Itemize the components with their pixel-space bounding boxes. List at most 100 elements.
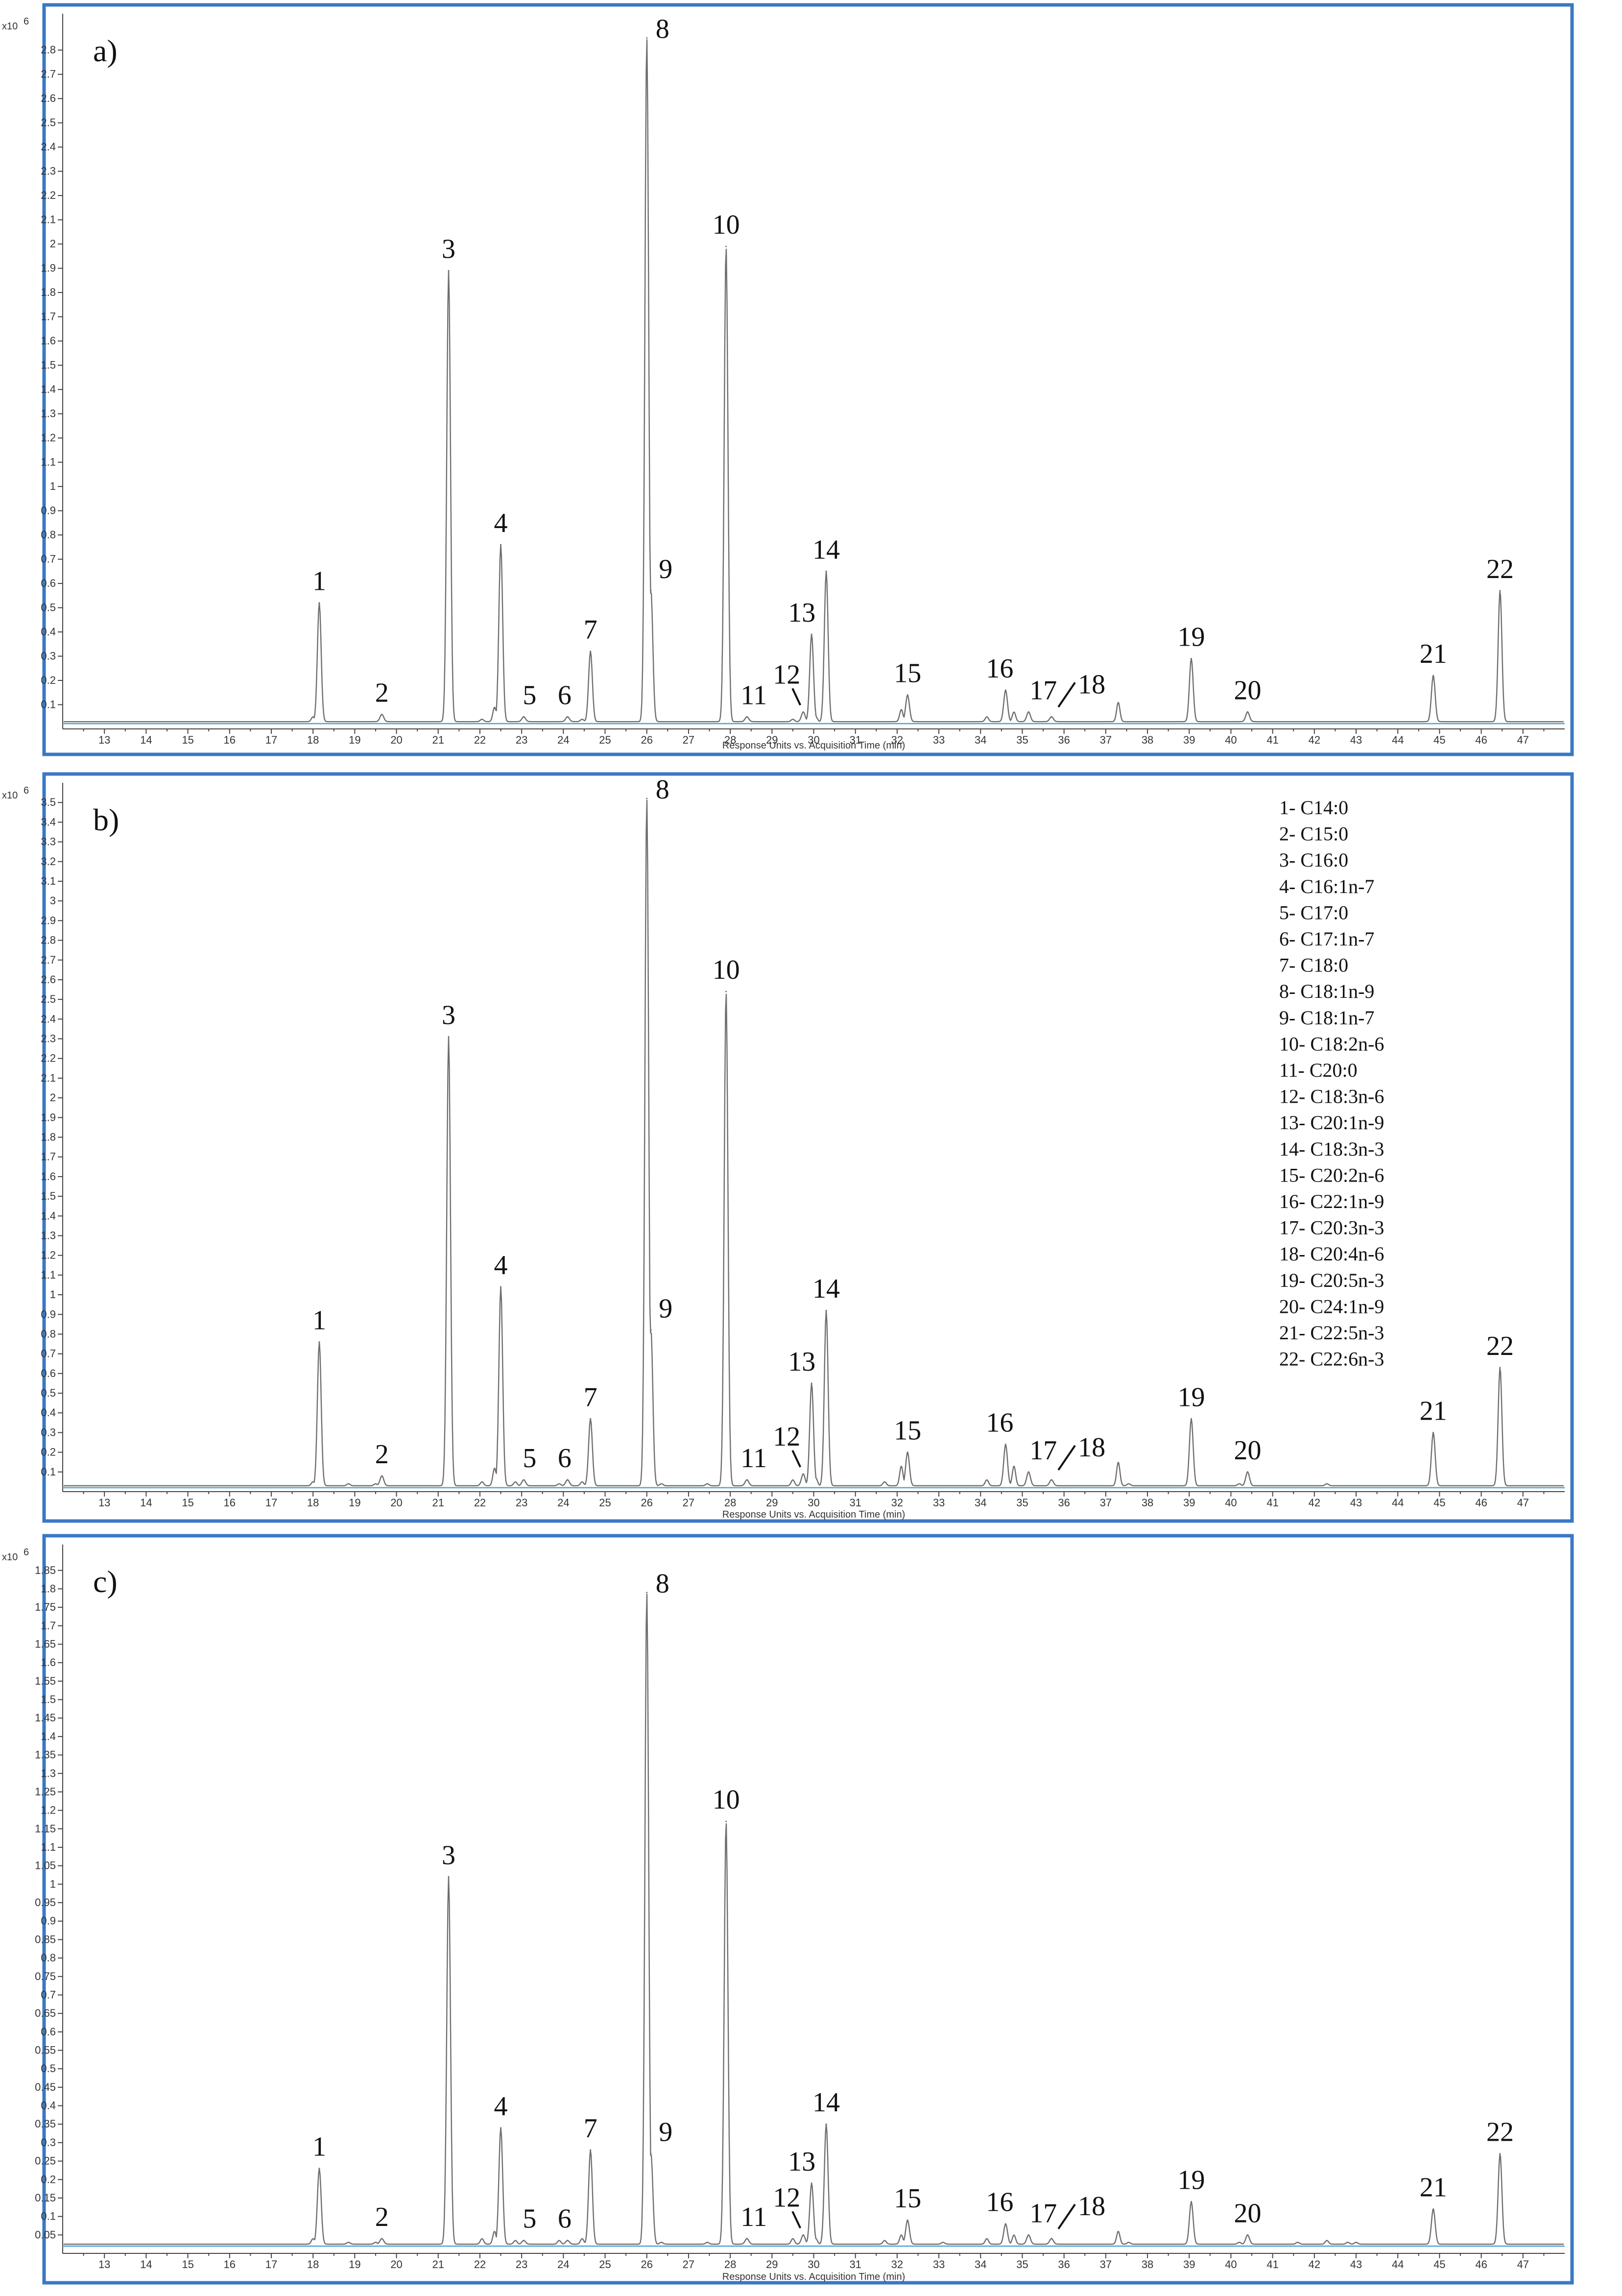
x-axis-title: Response Units vs. Acquisition Time (min… [722,1509,905,1520]
y-tick-label: 1.85 [35,1564,56,1576]
y-tick-label: 2.4 [41,141,56,153]
x-tick-label: 25 [599,2258,611,2271]
peak-18-apex [1050,1479,1052,1481]
panel-background [44,5,1572,754]
x-tick-label: 40 [1225,2258,1237,2271]
peak-label-3: 3 [442,1000,455,1031]
y-tick-label: 0.4 [41,626,56,638]
y-tick-label: 1.3 [41,1767,56,1779]
y-tick-label: 0.1 [41,699,56,711]
peak-label-19: 19 [1178,2165,1205,2195]
x-tick-label: 33 [933,1497,945,1509]
y-tick-label: 1.9 [41,1111,56,1123]
legend-entry: 17- C20:3n-3 [1279,1217,1384,1239]
y-tick-label: 1.3 [41,1229,56,1241]
peak-16-apex [1004,689,1006,691]
legend-entry: 21- C22:5n-3 [1279,1322,1384,1344]
peak-2-apex [381,2238,383,2240]
legend-entry: 9- C18:1n-7 [1279,1007,1374,1029]
peak-label-9: 9 [659,554,672,584]
x-tick-label: 30 [808,1497,819,1509]
x-tick-label: 31 [849,1497,861,1509]
peak-label-9: 9 [659,1293,672,1324]
x-tick-label: 24 [557,734,569,746]
panel-frame [42,1534,1574,2285]
x-tick-label: 32 [891,734,903,746]
y-tick-label: 1.5 [41,359,56,371]
peak-12-apex [802,2234,804,2236]
y-tick-label: 2.5 [41,993,56,1005]
peak-22-apex [1499,2153,1501,2155]
y-tick-label: 1.45 [35,1712,56,1724]
x-tick-label: 47 [1517,734,1529,746]
panel-label: c) [93,1564,118,1599]
x-tick-label: 18 [307,734,319,746]
peak-label-6: 6 [558,1443,572,1474]
x-tick-label: 26 [641,1497,652,1509]
x-tick-label: 38 [1142,734,1153,746]
y-tick-label: 1.5 [41,1190,56,1202]
peak-label-6: 6 [558,680,572,710]
peak-label-21: 21 [1420,1396,1447,1426]
x-tick-label: 45 [1433,1497,1445,1509]
x-tick-label: 39 [1183,1497,1195,1509]
y-tick-label: 3.1 [41,875,56,887]
y-tick-label: 2.6 [41,92,56,104]
peak-label-5: 5 [523,680,536,710]
chart-panel-3: x10 6 0.05 0.1 0.15 0.2 0.25 0.3 0.35 0.4 0.45 0.5 0… [2,1534,1574,2285]
x-tick-label: 31 [849,2258,861,2271]
legend-entry: 22- C22:6n-3 [1279,1348,1384,1370]
peak-label-9: 9 [659,2117,672,2148]
legend-entry: 20- C24:1n-9 [1279,1295,1384,1317]
peak-label-22: 22 [1486,554,1514,584]
peak-9-apex [650,2153,652,2155]
peak-21-apex [1432,2208,1434,2210]
peak-label-14: 14 [812,1274,840,1304]
peak-label-19: 19 [1178,1382,1205,1412]
peak-label-11: 11 [740,680,767,710]
y-tick-label: 1.9 [41,262,56,274]
peak-label-22: 22 [1486,2117,1514,2148]
x-tick-label: 38 [1142,1497,1153,1509]
peak-22-apex [1499,1367,1501,1369]
legend-entry: 18- C20:4n-6 [1279,1243,1384,1265]
y-tick-label: 2.2 [41,1052,56,1064]
peak-label-14: 14 [812,534,840,565]
peak-label-20: 20 [1234,1435,1262,1466]
x-tick-label: 42 [1309,734,1320,746]
y-tick-label: 0.7 [41,1348,56,1360]
y-tick-label: 2.7 [41,954,56,966]
x-tick-label: 13 [98,734,110,746]
peak-label-18: 18 [1078,669,1105,700]
x-tick-label: 32 [891,2258,903,2271]
x-tick-label: 13 [98,1497,110,1509]
y-tick-label: 1.75 [35,1601,56,1613]
y-tick-label: 1.4 [41,383,56,395]
y-tick-label: 0.6 [41,577,56,589]
x-tick-label: 44 [1392,2258,1404,2271]
peak-label-11: 11 [740,1443,767,1474]
peak-15-apex [906,694,908,696]
y-exponent-power: 6 [24,16,29,27]
x-tick-label: 21 [432,734,444,746]
x-tick-label: 30 [808,734,819,746]
x-tick-label: 45 [1433,734,1445,746]
x-tick-label: 22 [474,2258,486,2271]
peak-4-apex [500,1286,502,1288]
y-tick-label: 2.6 [41,973,56,986]
y-tick-label: 1.8 [41,1582,56,1595]
x-tick-label: 43 [1350,1497,1362,1509]
x-tick-label: 28 [724,734,736,746]
peak-label-3: 3 [442,234,455,265]
peak-20-apex [1247,711,1249,713]
x-tick-label: 26 [641,734,652,746]
x-tick-label: 23 [516,1497,527,1509]
x-tick-label: 14 [140,734,152,746]
peak-7-apex [590,651,592,653]
peak-label-10: 10 [713,210,740,240]
y-tick-label: 1.2 [41,432,56,444]
peak-label-5: 5 [523,2204,536,2234]
x-tick-label: 42 [1309,2258,1320,2271]
peak-9-apex [650,590,652,592]
x-tick-label: 40 [1225,1497,1237,1509]
